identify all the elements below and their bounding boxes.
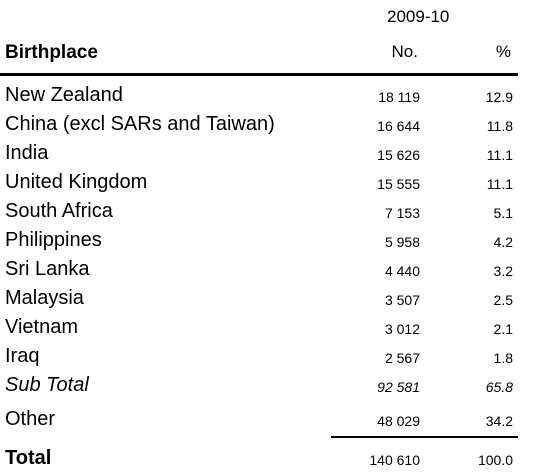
percent-cell: 11.1 xyxy=(486,176,513,192)
percent-cell: 3.2 xyxy=(493,263,513,279)
birthplace-cell: Vietnam xyxy=(5,316,79,338)
number-cell: 4 440 xyxy=(384,263,420,279)
table-row: South Africa 7 153 5.1 xyxy=(0,200,533,229)
birthplace-cell: South Africa xyxy=(5,200,113,222)
other-percent: 34.2 xyxy=(485,413,513,429)
other-number: 48 029 xyxy=(377,413,420,429)
birthplace-cell: Philippines xyxy=(5,229,102,251)
other-row: Other 48 029 34.2 xyxy=(0,408,533,437)
table-row: India 15 626 11.1 xyxy=(0,142,533,171)
percent-cell: 11.8 xyxy=(486,118,513,134)
birthplace-column-header: Birthplace xyxy=(5,42,98,63)
number-cell: 15 555 xyxy=(377,176,420,192)
other-label: Other xyxy=(5,408,56,430)
percent-cell: 12.9 xyxy=(485,89,513,105)
table-row: Sri Lanka 4 440 3.2 xyxy=(0,258,533,287)
birthplace-cell: Sri Lanka xyxy=(5,258,90,280)
period-header: 2009-10 xyxy=(387,7,450,26)
percent-cell: 2.1 xyxy=(493,321,513,337)
percent-cell: 5.1 xyxy=(493,205,513,221)
subtotal-row: Sub Total 92 581 65.8 xyxy=(0,374,533,403)
table-row: Malaysia 3 507 2.5 xyxy=(0,287,533,316)
total-divider xyxy=(331,436,518,438)
table-row: Iraq 2 567 1.8 xyxy=(0,345,533,374)
percent-cell: 2.5 xyxy=(493,292,513,308)
header-divider xyxy=(0,73,518,76)
total-percent: 100.0 xyxy=(477,452,513,468)
percent-cell: 11.1 xyxy=(486,147,513,163)
table-row: New Zealand 18 119 12.9 xyxy=(0,84,533,113)
number-cell: 5 958 xyxy=(384,234,420,250)
number-cell: 3 012 xyxy=(384,321,420,337)
table-row: United Kingdom 15 555 11.1 xyxy=(0,171,533,200)
birthplace-cell: United Kingdom xyxy=(5,171,148,193)
number-cell: 15 626 xyxy=(377,147,420,163)
birthplace-cell: India xyxy=(5,142,49,164)
table-row: China (excl SARs and Taiwan) 16 644 11.8 xyxy=(0,113,533,142)
number-cell: 18 119 xyxy=(378,89,420,105)
birthplace-cell: Iraq xyxy=(5,345,40,367)
table-row: Philippines 5 958 4.2 xyxy=(0,229,533,258)
table-row: Vietnam 3 012 2.1 xyxy=(0,316,533,345)
number-column-header: No. xyxy=(391,42,418,61)
subtotal-percent: 65.8 xyxy=(485,379,513,395)
total-number: 140 610 xyxy=(369,452,420,468)
number-cell: 7 153 xyxy=(384,205,420,221)
percent-cell: 4.2 xyxy=(493,234,513,250)
number-cell: 3 507 xyxy=(384,292,420,308)
birthplace-cell: China (excl SARs and Taiwan) xyxy=(5,113,275,135)
subtotal-label: Sub Total xyxy=(5,374,89,396)
total-label: Total xyxy=(5,447,52,469)
subtotal-number: 92 581 xyxy=(377,379,420,395)
number-cell: 16 644 xyxy=(377,118,420,134)
number-cell: 2 567 xyxy=(384,350,420,366)
birthplace-cell: Malaysia xyxy=(5,287,84,309)
total-row: Total 140 610 100.0 xyxy=(0,447,533,476)
percent-column-header: % xyxy=(495,42,511,61)
percent-cell: 1.8 xyxy=(493,350,513,366)
birthplace-cell: New Zealand xyxy=(5,84,123,106)
